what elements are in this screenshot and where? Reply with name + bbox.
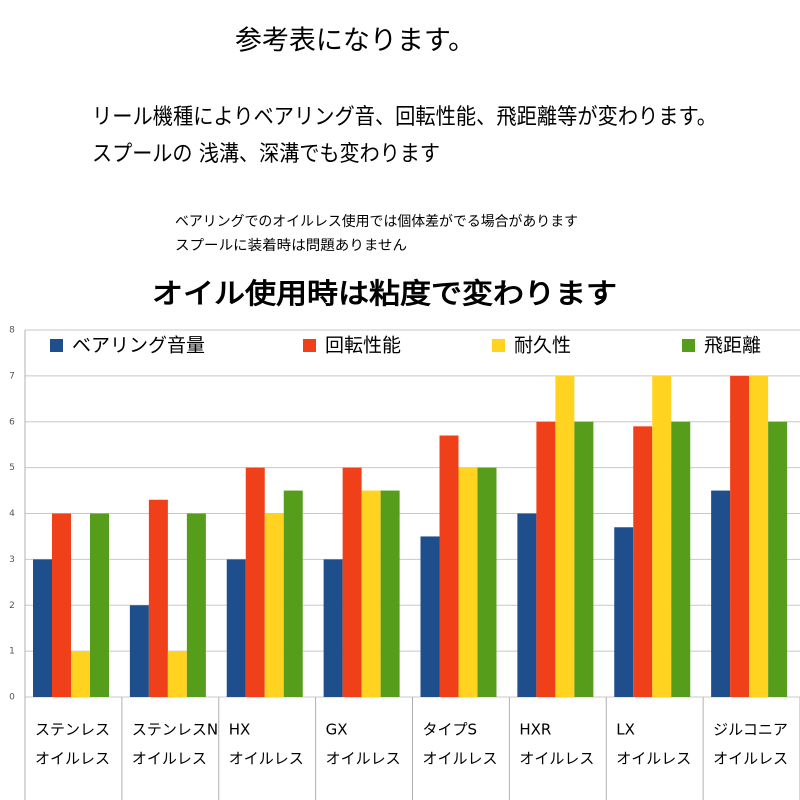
- legend-marker: [50, 339, 63, 352]
- x-tick-label: オイルレス: [519, 750, 594, 768]
- bar: [730, 375, 750, 697]
- bar: [380, 490, 400, 697]
- x-tick-label: LX: [616, 721, 635, 739]
- x-tick-label: ステンレスN: [132, 721, 218, 739]
- bar: [90, 513, 109, 697]
- chart-title: オイル使用時は粘度で変わります: [152, 277, 617, 310]
- y-tick-label: 4: [9, 509, 15, 519]
- x-tick-label: HX: [229, 721, 251, 739]
- bar: [574, 421, 594, 697]
- y-tick-label: 2: [9, 601, 15, 611]
- legend-label: 飛距離: [704, 335, 761, 357]
- bar: [167, 651, 187, 697]
- bar: [749, 375, 769, 697]
- bar: [245, 467, 265, 697]
- legend-label: 回転性能: [325, 335, 401, 357]
- x-tick-label: ジルコニア: [713, 721, 788, 739]
- bar: [226, 559, 246, 697]
- bar: [264, 513, 284, 697]
- bar: [439, 435, 459, 697]
- x-tick-label: ステンレス: [35, 721, 110, 739]
- bar: [555, 375, 575, 697]
- bar: [477, 467, 497, 697]
- x-tick-label: オイルレス: [35, 750, 110, 768]
- bar: [458, 467, 478, 697]
- y-tick-label: 1: [9, 647, 15, 657]
- page-title: 参考表になります。: [235, 26, 475, 57]
- bar: [186, 513, 206, 697]
- description: スプールの 浅溝、深溝でも変わります: [92, 142, 440, 167]
- bar: [536, 421, 556, 697]
- bar: [768, 421, 788, 697]
- bar: [517, 513, 537, 697]
- x-tick-label: オイルレス: [423, 750, 498, 768]
- bar: [420, 536, 440, 697]
- bar: [614, 527, 634, 697]
- bar: [148, 499, 168, 697]
- bar: [652, 375, 672, 697]
- bar: [52, 513, 71, 697]
- bar: [361, 490, 381, 697]
- y-tick-label: 0: [9, 693, 15, 703]
- y-tick-label: 5: [9, 463, 15, 473]
- legend-marker: [492, 339, 505, 352]
- x-tick-label: オイルレス: [616, 750, 691, 768]
- x-tick-label: オイルレス: [229, 750, 304, 768]
- x-tick-label: GX: [326, 721, 348, 739]
- bar: [71, 651, 90, 697]
- x-tick-label: HXR: [519, 721, 551, 739]
- bar: [711, 490, 731, 697]
- legend-marker: [682, 339, 695, 352]
- y-tick-label: 7: [9, 371, 15, 381]
- bar: [633, 426, 653, 697]
- legend-marker: [303, 339, 316, 352]
- legend-label: 耐久性: [514, 335, 571, 357]
- bar: [323, 559, 343, 697]
- note: ベアリングでのオイルレス使用では個体差がでる場合があります: [175, 213, 578, 230]
- x-tick-label: オイルレス: [326, 750, 401, 768]
- bar: [33, 559, 52, 697]
- note: スプールに装着時は問題ありません: [175, 238, 407, 254]
- description: リール機種によりベアリング音、回転性能、飛距離等が変わります。: [92, 105, 717, 130]
- y-tick-label: 8: [9, 326, 15, 336]
- legend-label: ベアリング音量: [72, 335, 205, 357]
- bar: [342, 467, 362, 697]
- bar: [283, 490, 303, 697]
- y-tick-label: 6: [9, 417, 15, 427]
- x-tick-label: オイルレス: [132, 750, 207, 768]
- x-tick-label: タイプS: [423, 721, 478, 739]
- x-tick-label: オイルレス: [713, 750, 788, 768]
- bar: [129, 605, 149, 697]
- y-tick-label: 3: [9, 555, 15, 565]
- bar: [671, 421, 691, 697]
